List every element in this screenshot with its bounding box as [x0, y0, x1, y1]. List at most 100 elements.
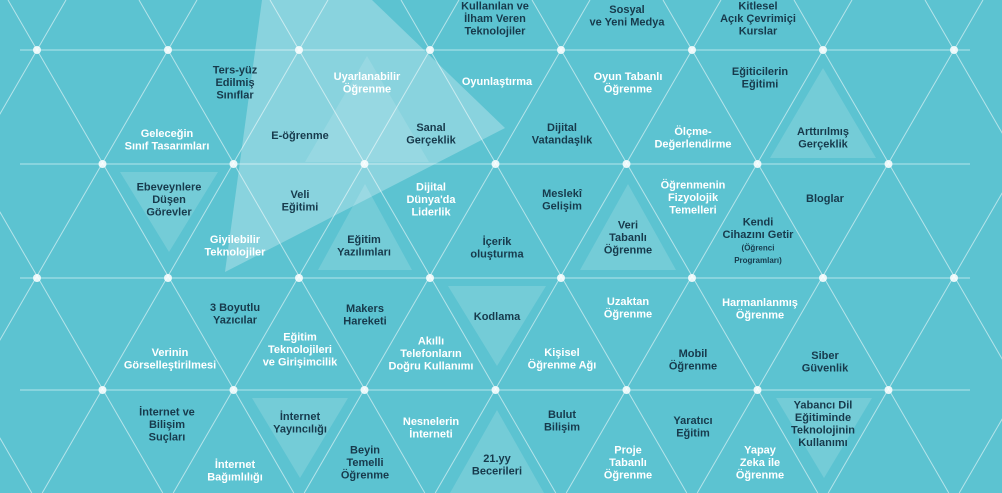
label: Kitlesel — [738, 1, 777, 13]
highlight-triangle — [776, 398, 872, 478]
label: Eğitiminde — [795, 412, 851, 424]
node — [491, 160, 500, 168]
grid-line — [172, 0, 460, 493]
grid-line — [400, 0, 688, 493]
node — [164, 46, 172, 54]
label: Uyarlanabilir — [334, 71, 401, 83]
node — [360, 160, 369, 168]
label: Öğrenmenin — [661, 179, 726, 192]
grid-line — [0, 437, 33, 493]
label: Öğrenme — [604, 82, 652, 95]
node — [164, 274, 172, 282]
grid-line — [0, 0, 198, 341]
label: Sınıf Tasarımları — [125, 140, 210, 152]
label: Geleceğin — [141, 128, 194, 140]
node — [98, 386, 107, 394]
node — [950, 274, 958, 282]
label: Siber — [811, 350, 839, 362]
label: Makers — [346, 303, 384, 315]
label: Bulut — [548, 409, 576, 421]
label: Liderlik — [411, 207, 451, 219]
label: Sınıflar — [216, 90, 254, 102]
highlight-triangle — [305, 56, 429, 162]
node — [229, 386, 238, 394]
label: Oyunlaştırma — [462, 76, 533, 88]
label: Cihazını Getir — [723, 229, 795, 241]
label: Zeka ile — [740, 457, 780, 469]
grid-line — [793, 0, 1002, 360]
label: Tabanlı — [609, 457, 647, 469]
node — [753, 386, 762, 394]
node — [753, 160, 762, 168]
label: Öğrenme Ağı — [528, 358, 597, 371]
label: (Öğrenci — [742, 243, 775, 252]
label: Teknolojiler — [205, 246, 267, 258]
label: Fizyolojik — [668, 192, 719, 204]
label: Kodlama — [474, 311, 521, 323]
label: Öğrenme — [669, 359, 717, 372]
label: Bilişim — [149, 419, 185, 431]
label: Dijital — [416, 182, 446, 194]
label: Dijital — [547, 122, 577, 134]
label: ve Yeni Medya — [589, 16, 665, 28]
node — [688, 46, 696, 54]
label: Eğitim — [676, 427, 710, 439]
label: Öğrenme — [736, 308, 784, 321]
label: Suçları — [149, 432, 186, 444]
label: Verinin — [152, 347, 189, 359]
label: Vatandaşlık — [532, 134, 593, 146]
highlight-triangle — [580, 184, 676, 270]
label: Eğitim — [347, 234, 381, 246]
label: Eğitim — [283, 332, 317, 344]
label: Eğiticilerin — [732, 66, 789, 78]
label: Meslekî — [542, 188, 583, 200]
node — [491, 386, 500, 394]
node — [426, 274, 434, 282]
label: Öğrenme — [604, 469, 652, 482]
label: Öğrenme — [341, 469, 389, 482]
label: Düşen — [152, 194, 186, 206]
node — [819, 274, 827, 282]
label: Kişisel — [544, 347, 579, 359]
grid-line — [662, 0, 950, 493]
label: Eğitimi — [742, 78, 779, 90]
grid-line — [7, 0, 295, 493]
highlight-triangle — [450, 410, 544, 493]
highlight-triangle — [120, 172, 218, 252]
grid-line — [924, 0, 1002, 134]
label: Teknolojinin — [791, 424, 855, 436]
highlight-triangle — [318, 184, 412, 270]
label: Kurslar — [739, 26, 778, 38]
label: Yazılımları — [337, 246, 391, 258]
label: Veri — [618, 220, 638, 232]
label: Nesnelerin — [403, 416, 460, 428]
label: Eğitimi — [282, 201, 319, 213]
node — [33, 274, 41, 282]
label: ve Girişimcilik — [263, 357, 338, 369]
label: İlham Veren — [464, 12, 526, 25]
grid-line — [958, 418, 1002, 493]
grid-line — [303, 0, 591, 493]
label: Açık Çevrimiçi — [720, 13, 796, 25]
background-shapes — [120, 0, 876, 493]
label: E-öğrenme — [271, 130, 328, 142]
label: Harmanlanmış — [722, 297, 798, 309]
label: Bloglar — [806, 193, 845, 205]
label: Hareketi — [343, 315, 386, 327]
label: Görevler — [146, 207, 192, 219]
grid-line — [0, 0, 67, 115]
label: Beyin — [350, 445, 380, 457]
node — [295, 46, 303, 54]
label: Gerçeklik — [406, 134, 456, 146]
label: Giyilebilir — [210, 234, 261, 246]
highlight-triangle — [448, 286, 546, 366]
node — [295, 274, 303, 282]
node — [557, 46, 565, 54]
label: Mobil — [679, 348, 708, 360]
label: Teknolojiler — [465, 26, 527, 38]
label: Akıllı — [418, 336, 444, 348]
grid-line — [41, 0, 329, 493]
label: İnternet — [280, 410, 321, 423]
